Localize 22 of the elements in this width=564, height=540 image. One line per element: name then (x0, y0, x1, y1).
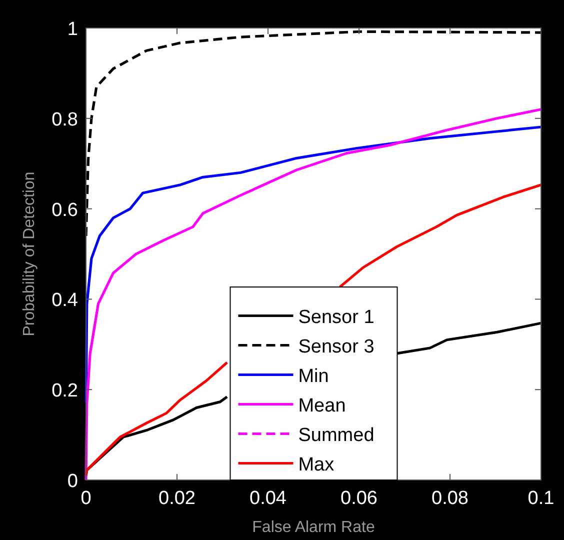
y-tick-label: 0.6 (52, 200, 78, 221)
legend-label: Mean (298, 395, 346, 416)
y-tick-label: 0.4 (52, 290, 78, 312)
x-tick-label: 0.1 (528, 488, 554, 509)
x-tick-label: 0.08 (432, 488, 468, 509)
x-tick-label: 0.06 (340, 488, 378, 509)
legend-label: Sensor 1 (298, 306, 374, 328)
y-tick-label: 1 (67, 19, 78, 40)
y-axis-title: Probability of Detection (21, 172, 38, 336)
line-series (84, 30, 542, 238)
y-tick-label: 0.2 (52, 380, 78, 402)
y-tick-label: 0.8 (52, 109, 78, 130)
x-tick-label: 0.04 (250, 488, 287, 509)
x-tick-label: 0 (80, 488, 92, 509)
x-tick-label: 0.02 (158, 488, 196, 509)
x-axis-title: False Alarm Rate (252, 519, 375, 536)
legend-label: Summed (298, 424, 374, 446)
legend-label: Max (298, 454, 335, 476)
legend-label: Sensor 3 (298, 336, 374, 358)
legend-label: Min (298, 366, 329, 387)
line-series (84, 108, 542, 482)
y-tick-label: 0 (67, 471, 78, 492)
